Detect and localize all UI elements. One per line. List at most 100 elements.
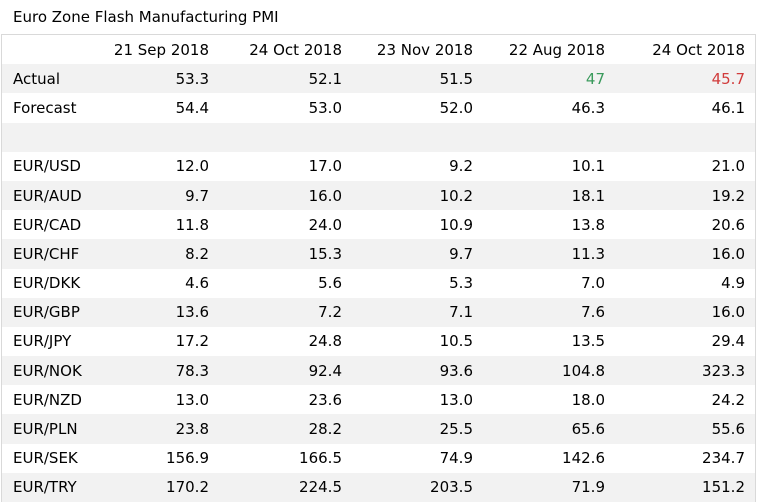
row-label: Forecast — [13, 98, 77, 117]
table-row: EUR/JPY 17.2 24.8 10.5 13.5 29.4 — [2, 327, 755, 356]
table-cell: 20.6 — [711, 215, 745, 234]
table-cell: 17.2 — [175, 332, 209, 351]
table-cell: 47 — [585, 69, 605, 88]
table-row: EUR/NOK 78.3 92.4 93.6 104.8 323.3 — [2, 356, 755, 386]
table-cell: 224.5 — [299, 478, 342, 497]
table-row: EUR/PLN 23.8 28.2 25.5 65.6 55.6 — [2, 414, 755, 444]
header-row: 21 Sep 2018 24 Oct 2018 23 Nov 2018 22 A… — [2, 35, 755, 64]
table-row: EUR/CAD 11.8 24.0 10.9 13.8 20.6 — [2, 210, 755, 239]
table-cell: 55.6 — [711, 420, 745, 439]
table-cell: 234.7 — [702, 449, 745, 468]
table-title: Euro Zone Flash Manufacturing PMI — [13, 8, 279, 26]
table-cell: 16.0 — [711, 244, 745, 263]
table-cell: 9.2 — [449, 157, 473, 176]
table-cell: 45.7 — [711, 69, 745, 88]
table-cell: 46.1 — [711, 98, 745, 117]
table-cell: 23.6 — [308, 390, 342, 409]
table-cell: 74.9 — [439, 449, 473, 468]
table-cell: 24.8 — [308, 332, 342, 351]
table-cell: 10.9 — [439, 215, 473, 234]
table-row: EUR/DKK 4.6 5.6 5.3 7.0 4.9 — [2, 269, 755, 298]
table-cell: 7.2 — [318, 303, 342, 322]
table-cell: 8.2 — [185, 244, 209, 263]
table-cell: 16.0 — [711, 303, 745, 322]
column-header: 22 Aug 2018 — [508, 40, 605, 59]
table-row: EUR/TRY 170.2 224.5 203.5 71.9 151.2 — [2, 472, 755, 502]
row-label: EUR/PLN — [13, 420, 78, 439]
row-label: EUR/JPY — [13, 332, 72, 351]
table-cell: 21.0 — [711, 157, 745, 176]
table-cell: 13.5 — [571, 332, 605, 351]
table-cell: 13.0 — [439, 390, 473, 409]
column-header: 24 Oct 2018 — [249, 40, 342, 59]
table-cell: 25.5 — [439, 420, 473, 439]
table-cell: 52.1 — [308, 69, 342, 88]
column-header: 21 Sep 2018 — [113, 40, 209, 59]
table-cell: 142.6 — [562, 449, 605, 468]
column-header: 23 Nov 2018 — [376, 40, 473, 59]
table-cell: 323.3 — [702, 361, 745, 380]
table-cell: 53.3 — [175, 69, 209, 88]
row-label: EUR/TRY — [13, 478, 77, 497]
row-label: EUR/USD — [13, 157, 81, 176]
row-label: EUR/SEK — [13, 449, 78, 468]
column-header: 24 Oct 2018 — [652, 40, 745, 59]
table-cell: 13.0 — [175, 390, 209, 409]
table-cell: 15.3 — [308, 244, 342, 263]
table-cell: 13.8 — [571, 215, 605, 234]
table-cell: 24.0 — [308, 215, 342, 234]
table-cell: 10.1 — [571, 157, 605, 176]
pmi-table: 21 Sep 2018 24 Oct 2018 23 Nov 2018 22 A… — [1, 34, 756, 502]
table-cell: 151.2 — [702, 478, 745, 497]
row-label: EUR/NZD — [13, 390, 82, 409]
table-cell: 12.0 — [175, 157, 209, 176]
row-label: EUR/CAD — [13, 215, 82, 234]
row-label: Actual — [13, 69, 60, 88]
table-body: Actual 53.3 52.1 51.5 47 45.7 Forecast 54.4 53.0… — [2, 64, 755, 502]
table-row: EUR/AUD 9.7 16.0 10.2 18.1 19.2 — [2, 180, 755, 211]
table-cell: 46.3 — [571, 98, 605, 117]
table-cell: 65.6 — [571, 420, 605, 439]
table-cell: 16.0 — [308, 186, 342, 205]
table-cell: 170.2 — [166, 478, 209, 497]
table-cell: 7.6 — [581, 303, 605, 322]
table-row: Forecast 54.4 53.0 52.0 46.3 46.1 — [2, 93, 755, 122]
row-label: EUR/GBP — [13, 303, 80, 322]
row-label: EUR/NOK — [13, 361, 82, 380]
table-row: EUR/SEK 156.9 166.5 74.9 142.6 234.7 — [2, 444, 755, 473]
table-cell: 4.6 — [185, 274, 209, 293]
table-cell: 92.4 — [308, 361, 342, 380]
table-cell: 4.9 — [721, 274, 745, 293]
table-row — [2, 122, 755, 152]
table-cell: 9.7 — [185, 186, 209, 205]
table-row: EUR/GBP 13.6 7.2 7.1 7.6 16.0 — [2, 297, 755, 327]
table-cell: 10.5 — [439, 332, 473, 351]
table-row: EUR/NZD 13.0 23.6 13.0 18.0 24.2 — [2, 385, 755, 414]
table-cell: 10.2 — [439, 186, 473, 205]
table-cell: 5.6 — [318, 274, 342, 293]
table-cell: 7.1 — [449, 303, 473, 322]
table-cell: 93.6 — [439, 361, 473, 380]
table-cell: 9.7 — [449, 244, 473, 263]
table-row: EUR/USD 12.0 17.0 9.2 10.1 21.0 — [2, 152, 755, 181]
table-cell: 24.2 — [711, 390, 745, 409]
table-cell: 53.0 — [308, 98, 342, 117]
table-cell: 78.3 — [175, 361, 209, 380]
table-cell: 18.0 — [571, 390, 605, 409]
table-cell: 156.9 — [166, 449, 209, 468]
table-cell: 104.8 — [562, 361, 605, 380]
table-cell: 17.0 — [308, 157, 342, 176]
table-cell: 11.8 — [175, 215, 209, 234]
table-row: EUR/CHF 8.2 15.3 9.7 11.3 16.0 — [2, 239, 755, 269]
table-cell: 203.5 — [430, 478, 473, 497]
table-cell: 18.1 — [571, 186, 605, 205]
table-cell: 166.5 — [299, 449, 342, 468]
table-cell: 51.5 — [439, 69, 473, 88]
table-cell: 5.3 — [449, 274, 473, 293]
table-cell: 28.2 — [308, 420, 342, 439]
row-label: EUR/AUD — [13, 186, 82, 205]
table-cell: 52.0 — [439, 98, 473, 117]
table-row: Actual 53.3 52.1 51.5 47 45.7 — [2, 64, 755, 94]
row-label: EUR/DKK — [13, 274, 81, 293]
table-cell: 11.3 — [571, 244, 605, 263]
